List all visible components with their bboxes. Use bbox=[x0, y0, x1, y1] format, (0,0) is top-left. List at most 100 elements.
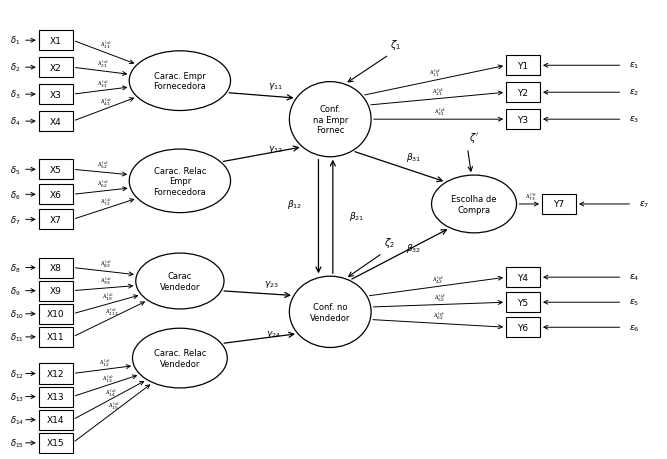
Text: Carac. Relac
Vendedor: Carac. Relac Vendedor bbox=[153, 349, 206, 368]
Ellipse shape bbox=[289, 83, 371, 157]
FancyBboxPatch shape bbox=[39, 185, 73, 205]
Text: $\lambda^{(x)}_{31}$: $\lambda^{(x)}_{31}$ bbox=[97, 78, 109, 90]
Text: Y2: Y2 bbox=[518, 89, 528, 97]
Text: $\beta_{31}$: $\beta_{31}$ bbox=[406, 150, 421, 163]
FancyBboxPatch shape bbox=[39, 31, 73, 51]
Text: $\varepsilon_2$: $\varepsilon_2$ bbox=[629, 88, 639, 98]
Text: Conf.
na Empr
Fornec: Conf. na Empr Fornec bbox=[313, 105, 348, 135]
FancyBboxPatch shape bbox=[39, 58, 73, 78]
Text: X13: X13 bbox=[47, 392, 65, 401]
Text: X8: X8 bbox=[50, 263, 61, 273]
FancyBboxPatch shape bbox=[506, 268, 540, 287]
Text: $\gamma_{23}$: $\gamma_{23}$ bbox=[264, 279, 279, 290]
FancyBboxPatch shape bbox=[39, 112, 73, 132]
Text: X15: X15 bbox=[47, 438, 65, 448]
Text: $\delta_7$: $\delta_7$ bbox=[10, 213, 20, 226]
Text: $\delta_9$: $\delta_9$ bbox=[10, 285, 21, 297]
FancyBboxPatch shape bbox=[506, 56, 540, 76]
Text: X1: X1 bbox=[50, 37, 61, 45]
Text: $\delta_{13}$: $\delta_{13}$ bbox=[10, 391, 24, 403]
Text: $\varepsilon_5$: $\varepsilon_5$ bbox=[629, 297, 639, 308]
Text: $\gamma_{11}$: $\gamma_{11}$ bbox=[268, 81, 283, 92]
FancyBboxPatch shape bbox=[39, 281, 73, 301]
FancyBboxPatch shape bbox=[506, 110, 540, 130]
Text: $\lambda^{(x)}_{83}$: $\lambda^{(x)}_{83}$ bbox=[100, 258, 112, 269]
Text: $\varepsilon_1$: $\varepsilon_1$ bbox=[629, 61, 639, 71]
Text: $\lambda^{(x)}_{14}$: $\lambda^{(x)}_{14}$ bbox=[105, 386, 117, 398]
Text: Y5: Y5 bbox=[518, 298, 529, 307]
Text: $\lambda^{(y)}_{52}$: $\lambda^{(y)}_{52}$ bbox=[434, 291, 446, 303]
Ellipse shape bbox=[432, 176, 516, 233]
Text: $\delta_5$: $\delta_5$ bbox=[10, 164, 20, 176]
Text: $\lambda^{(y)}_{21}$: $\lambda^{(y)}_{21}$ bbox=[432, 86, 444, 97]
Text: $\delta_{12}$: $\delta_{12}$ bbox=[10, 368, 24, 380]
Ellipse shape bbox=[133, 329, 227, 388]
Text: $\delta_6$: $\delta_6$ bbox=[10, 189, 21, 201]
Text: X4: X4 bbox=[50, 118, 61, 126]
Text: $\lambda^{(x)}_{62}$: $\lambda^{(x)}_{62}$ bbox=[97, 178, 109, 190]
Text: $\delta_3$: $\delta_3$ bbox=[10, 89, 21, 101]
Text: $\varepsilon_4$: $\varepsilon_4$ bbox=[629, 272, 640, 283]
Text: $\zeta_1$: $\zeta_1$ bbox=[390, 38, 401, 52]
Text: X12: X12 bbox=[47, 369, 65, 378]
FancyBboxPatch shape bbox=[506, 292, 540, 313]
Text: Conf. no
Vendedor: Conf. no Vendedor bbox=[310, 302, 350, 322]
Text: $\lambda^{(x)}_{41}$: $\lambda^{(x)}_{41}$ bbox=[100, 96, 112, 108]
FancyBboxPatch shape bbox=[542, 195, 576, 214]
Text: $\varepsilon_7$: $\varepsilon_7$ bbox=[639, 199, 649, 210]
Text: $\lambda^{(x)}_{72}$: $\lambda^{(x)}_{72}$ bbox=[100, 196, 112, 207]
Text: $\delta_{10}$: $\delta_{10}$ bbox=[10, 308, 24, 320]
Text: X7: X7 bbox=[50, 215, 61, 224]
Text: $\gamma_{12}$: $\gamma_{12}$ bbox=[268, 144, 283, 155]
Text: $\lambda^{(Y)}_{73}$: $\lambda^{(Y)}_{73}$ bbox=[524, 191, 536, 202]
Text: Y4: Y4 bbox=[518, 273, 528, 282]
Ellipse shape bbox=[289, 277, 371, 348]
Text: $\delta_{15}$: $\delta_{15}$ bbox=[10, 437, 24, 449]
Text: X10: X10 bbox=[47, 309, 65, 319]
Text: $\lambda^{(x)}_{10}$: $\lambda^{(x)}_{10}$ bbox=[102, 291, 114, 302]
FancyBboxPatch shape bbox=[39, 210, 73, 230]
Text: $\beta_{12}$: $\beta_{12}$ bbox=[287, 198, 302, 211]
Text: $\beta_{21}$: $\beta_{21}$ bbox=[350, 210, 364, 223]
Text: $\zeta'$: $\zeta'$ bbox=[469, 131, 479, 145]
Text: $\lambda^{(x)}_{113}$: $\lambda^{(x)}_{113}$ bbox=[105, 306, 119, 317]
FancyBboxPatch shape bbox=[39, 327, 73, 347]
Text: X6: X6 bbox=[50, 190, 61, 199]
Text: Carac
Vendedor: Carac Vendedor bbox=[159, 272, 200, 291]
Ellipse shape bbox=[136, 253, 224, 309]
Text: $\lambda^{(x)}_{13}$: $\lambda^{(x)}_{13}$ bbox=[102, 372, 114, 384]
Text: Escolha de
Compra: Escolha de Compra bbox=[452, 195, 497, 214]
Ellipse shape bbox=[129, 150, 231, 213]
Text: Carac. Relac
Empr
Fornecedora: Carac. Relac Empr Fornecedora bbox=[153, 167, 206, 196]
Text: $\delta_{14}$: $\delta_{14}$ bbox=[10, 414, 24, 426]
FancyBboxPatch shape bbox=[506, 83, 540, 103]
Text: $\lambda^{(x)}_{21}$: $\lambda^{(x)}_{21}$ bbox=[97, 58, 109, 70]
FancyBboxPatch shape bbox=[39, 410, 73, 430]
FancyBboxPatch shape bbox=[39, 387, 73, 407]
FancyBboxPatch shape bbox=[39, 304, 73, 324]
Text: X2: X2 bbox=[50, 63, 61, 73]
Text: $\delta_{11}$: $\delta_{11}$ bbox=[10, 331, 24, 343]
Text: $\lambda^{(x)}_{12}$: $\lambda^{(x)}_{12}$ bbox=[99, 356, 111, 368]
Text: X5: X5 bbox=[50, 165, 61, 174]
Text: $\delta_8$: $\delta_8$ bbox=[10, 262, 21, 274]
FancyBboxPatch shape bbox=[39, 433, 73, 453]
Text: Y3: Y3 bbox=[518, 115, 529, 124]
Text: $\lambda^{(x)}_{52}$: $\lambda^{(x)}_{52}$ bbox=[97, 159, 109, 171]
Text: $\delta_1$: $\delta_1$ bbox=[10, 35, 20, 47]
Text: $\lambda^{(y)}_{42}$: $\lambda^{(y)}_{42}$ bbox=[432, 274, 444, 285]
Ellipse shape bbox=[129, 52, 231, 111]
Text: $\lambda^{(x)}_{93}$: $\lambda^{(x)}_{93}$ bbox=[100, 275, 112, 286]
FancyBboxPatch shape bbox=[39, 364, 73, 384]
Text: $\varepsilon_6$: $\varepsilon_6$ bbox=[629, 322, 640, 333]
Text: Y6: Y6 bbox=[518, 323, 529, 332]
Text: $\lambda^{(y)}_{31}$: $\lambda^{(y)}_{31}$ bbox=[434, 106, 446, 118]
Text: $\beta_{32}$: $\beta_{32}$ bbox=[406, 241, 422, 255]
Text: X3: X3 bbox=[50, 90, 61, 100]
Text: $\lambda^{(x)}_{11}$: $\lambda^{(x)}_{11}$ bbox=[100, 40, 112, 51]
FancyBboxPatch shape bbox=[39, 85, 73, 105]
Text: Carac. Empr
Fornecedora: Carac. Empr Fornecedora bbox=[153, 72, 206, 91]
Text: $\varepsilon_3$: $\varepsilon_3$ bbox=[629, 115, 639, 125]
Text: $\gamma_{24}$: $\gamma_{24}$ bbox=[266, 328, 281, 339]
Text: X9: X9 bbox=[50, 286, 61, 296]
